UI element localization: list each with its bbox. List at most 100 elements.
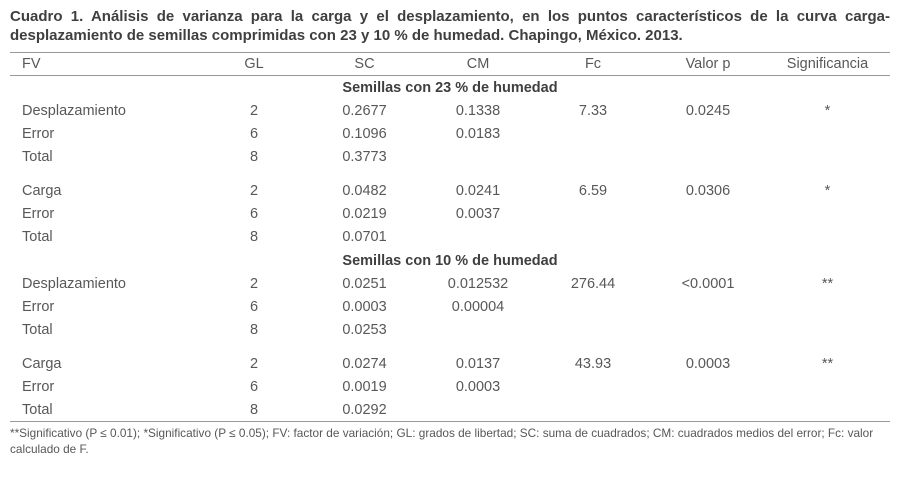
table-cell [421,319,535,342]
column-header: SC [308,52,421,77]
table-cell: 2 [249,356,259,373]
table-row: Error 6 0.0219 0.0037 [10,203,890,226]
table-cell: * [824,183,831,200]
table-cell [651,376,765,399]
column-header: Valor p [651,52,765,77]
table-cell [421,226,535,249]
table-cell: 0.012532 [447,276,509,293]
table-cell: 0.0003 [455,379,501,396]
spacer-row [10,342,890,353]
anova-table: FV GL SC CM Fc Valor p Significancia Semillas … [10,52,890,423]
paper-page: Cuadro 1. Análisis de varianza para la c… [10,8,890,457]
table-cell: 0.1096 [342,126,387,143]
table-cell: 0.00004 [451,299,505,316]
table-cell: 0.0241 [455,183,501,200]
table-cell: Total [22,322,53,339]
table-cell [535,123,651,146]
table-cell: <0.0001 [681,276,735,293]
table-cell: 276.44 [570,276,616,293]
table-footnote: **Significativo (P ≤ 0.01); *Significati… [10,426,874,457]
table-cell [421,146,535,169]
table-row: Desplazamiento 2 0.0251 0.012532 276.44 <0.00… [10,273,890,296]
table-row: Error 6 0.0019 0.0003 [10,376,890,399]
table-cell [651,296,765,319]
table-cell [765,399,890,422]
table-cell [765,123,890,146]
table-cell: Error [22,379,55,396]
table-cell: 8 [249,229,259,246]
table-cell: 6 [249,299,259,316]
table-cell: * [824,103,831,120]
table-cell [651,146,765,169]
table-cell: 8 [249,322,259,339]
table-caption: Cuadro 1. Análisis de varianza para la c… [10,8,890,45]
table-row: Total 8 0.0701 [10,226,890,249]
table-cell: Desplazamiento [22,103,126,120]
table-cell: Error [22,299,55,316]
column-header: GL [200,52,308,77]
table-cell: 0.0003 [685,356,731,373]
table-cell [535,319,651,342]
table-header-row: FV GL SC CM Fc Valor p Significancia [10,52,890,77]
table-cell: Total [22,402,53,419]
table-cell: 7.33 [578,103,608,120]
table-cell [535,146,651,169]
column-header: FV [10,52,200,77]
table-body: Semillas con 23 % de humedad Desplazamien… [10,76,890,422]
table-cell: 0.0137 [455,356,501,373]
section-header-row: Semillas con 10 % de humedad [10,249,890,273]
table-cell: ** [821,276,834,293]
table-cell [535,399,651,422]
table-cell [651,319,765,342]
table-cell [765,203,890,226]
table-cell: Desplazamiento [22,276,126,293]
spacer-row [10,169,890,180]
table-cell: 0.0482 [342,183,387,200]
table-cell [535,203,651,226]
table-cell: 0.0253 [342,322,387,339]
table-row: Error 6 0.1096 0.0183 [10,123,890,146]
table-cell: 8 [249,149,259,166]
table-header: FV GL SC CM Fc Valor p Significancia [10,52,890,77]
table-cell: 0.0003 [342,299,387,316]
table-cell: Error [22,126,55,143]
table-cell: 0.0292 [342,402,387,419]
table-cell [535,226,651,249]
table-cell: 2 [249,183,259,200]
table-cell: 2 [249,103,259,120]
section-header-row: Semillas con 23 % de humedad [10,76,890,100]
table-cell [765,376,890,399]
table-row: Carga 2 0.0482 0.0241 6.59 0.0306 * [10,180,890,203]
table-cell: 0.2677 [342,103,387,120]
table-cell [765,296,890,319]
table-cell [535,296,651,319]
table-cell: 43.93 [574,356,612,373]
table-cell: 0.0219 [342,206,387,223]
table-cell: Carga [22,183,62,200]
table-row: Total 8 0.0253 [10,319,890,342]
table-cell: 2 [249,276,259,293]
table-cell: 8 [249,402,259,419]
table-cell [421,399,535,422]
table-cell [765,226,890,249]
section-header: Semillas con 10 % de humedad [342,252,558,269]
table-row: Total 8 0.3773 [10,146,890,169]
table-cell [765,146,890,169]
table-cell: 0.0183 [455,126,501,143]
table-cell: 6 [249,206,259,223]
table-cell [765,319,890,342]
table-cell: 0.1338 [455,103,501,120]
table-cell [651,123,765,146]
table-row: Error 6 0.0003 0.00004 [10,296,890,319]
table-cell: 6 [249,379,259,396]
table-cell: 0.0306 [685,183,731,200]
table-cell: Total [22,149,53,166]
table-cell: 0.0701 [342,229,387,246]
column-header: Significancia [765,52,890,77]
table-cell: Total [22,229,53,246]
table-cell: Error [22,206,55,223]
table-row: Carga 2 0.0274 0.0137 43.93 0.0003 ** [10,353,890,376]
column-header: Fc [535,52,651,77]
table-cell [651,203,765,226]
table-cell: 0.0274 [342,356,387,373]
